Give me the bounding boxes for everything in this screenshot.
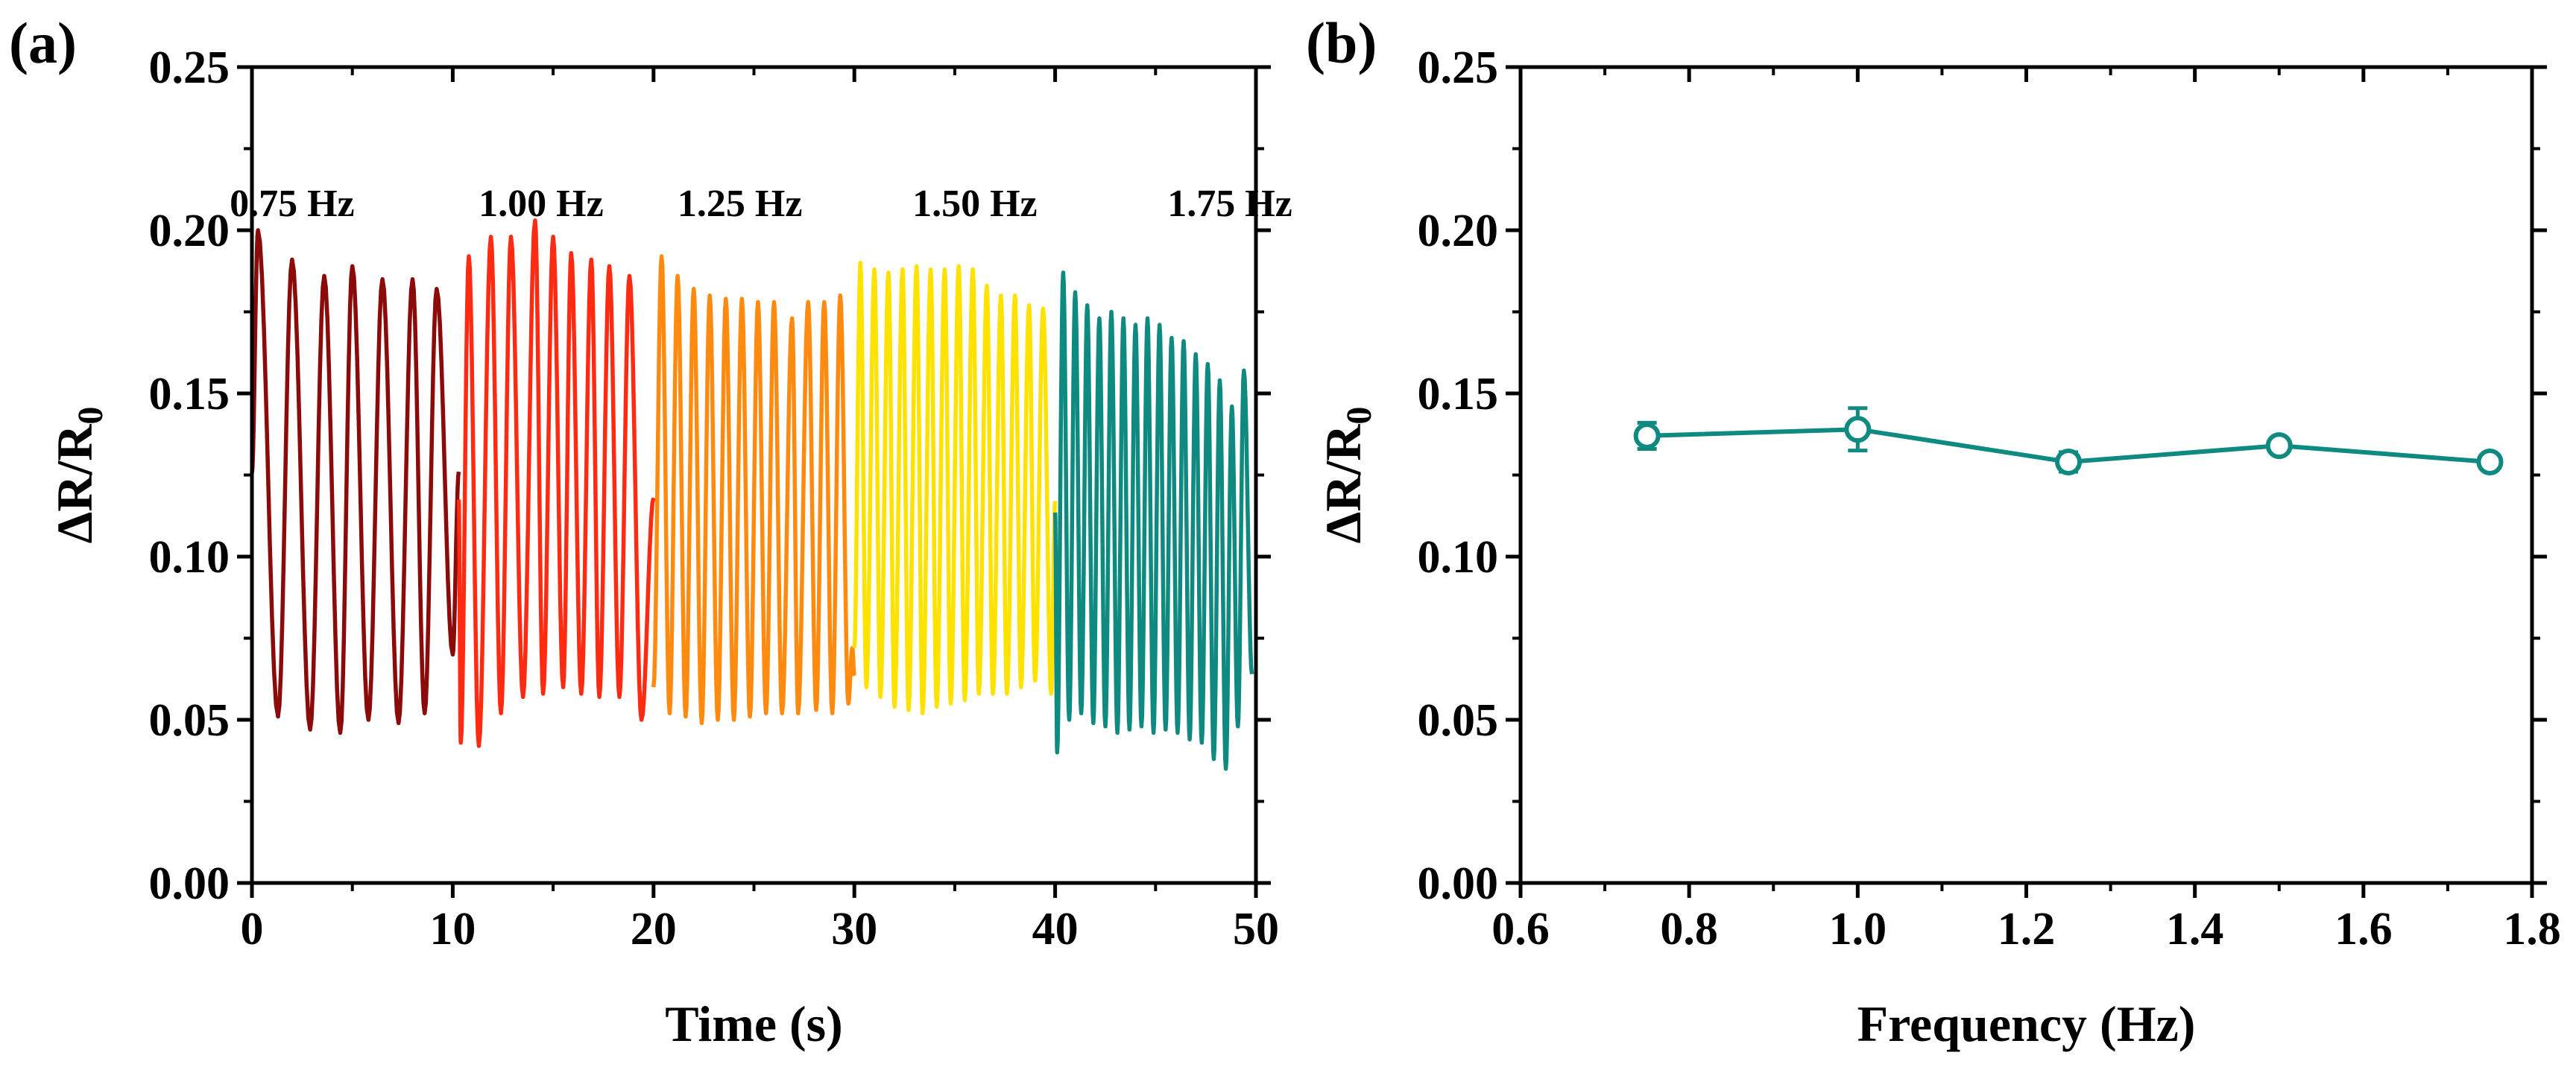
panel-b-y-axis-label: ΔR/R0: [1315, 407, 1379, 544]
panel-a-y-label-main: ΔR/R: [46, 424, 103, 544]
frequency-label-4: 1.50 Hz: [912, 183, 1038, 225]
panel-a-frequency-labels: 0.75 Hz 1.00 Hz 1.25 Hz 1.50 Hz 1.75 Hz: [230, 183, 1292, 225]
y-tick-label: 0.10: [1418, 532, 1499, 583]
x-tick-label: 0.6: [1491, 904, 1550, 955]
series-line-4: [852, 261, 1058, 715]
frequency-label-2: 1.00 Hz: [479, 183, 604, 225]
x-tick-label: 1.4: [2166, 904, 2224, 955]
panel-label-a: (a): [9, 10, 77, 75]
panel-b-y-label-sub: 0: [1339, 407, 1379, 425]
x-tick-label: 30: [831, 904, 877, 955]
y-tick-label: 0.10: [149, 532, 230, 583]
panel-b-y-label-main: ΔR/R: [1315, 424, 1371, 544]
x-tick-label: 20: [631, 904, 677, 955]
panel-a-axis-ticks: 0 10 20 30 40 50 0.00 0.05 0.10 0.15 0.20 0.25: [149, 42, 1280, 955]
x-tick-label: 40: [1032, 904, 1079, 955]
panel-a-y-label-sub: 0: [71, 407, 110, 425]
data-point-marker: [2265, 432, 2293, 460]
panel-a-series-layer: [250, 218, 1254, 771]
data-point-marker: [2476, 448, 2504, 475]
frequency-label-3: 1.25 Hz: [678, 183, 803, 225]
panel-a-time-response: (a) 0.75 Hz 1.00 Hz 1.25 Hz 1.50 Hz 1.75 Hz …: [9, 10, 1292, 1052]
x-tick-label: 1.2: [1998, 904, 2056, 955]
x-tick-label: 1.6: [2334, 904, 2393, 955]
series-line-2: [456, 218, 656, 748]
panel-b-frequency-response: (b) 0.6 0.8 1.0 1.2 1.4 1.6 1.8 0.00 0.05 0.10 0.1…: [1306, 10, 2561, 1052]
data-point-marker: [2055, 448, 2083, 475]
series-line-3: [651, 254, 856, 726]
series-line-5: [1052, 270, 1254, 771]
y-tick-label: 0.00: [1418, 858, 1499, 909]
panel-a-y-axis-label: ΔR/R0: [46, 407, 110, 544]
panel-b-series-layer: [1633, 406, 2504, 475]
data-point-marker: [1633, 422, 1661, 449]
y-tick-label: 0.05: [149, 695, 230, 746]
y-tick-label: 0.25: [1418, 42, 1499, 93]
frequency-label-5: 1.75 Hz: [1167, 183, 1292, 225]
y-tick-label: 0.15: [1418, 369, 1499, 420]
data-point-marker: [1844, 416, 1872, 443]
panel-b-plot-frame: [1518, 65, 2534, 885]
y-tick-label: 0.05: [1418, 695, 1499, 746]
panel-a-x-axis-label: Time (s): [665, 995, 843, 1052]
x-tick-label: 50: [1233, 904, 1279, 955]
frequency-label-1: 0.75 Hz: [230, 183, 355, 225]
series-line-1: [250, 228, 461, 735]
y-tick-label: 0.15: [149, 369, 230, 420]
y-tick-label: 0.20: [149, 206, 230, 256]
panel-b-x-axis-label: Frequency (Hz): [1857, 995, 2196, 1052]
x-tick-label: 0.8: [1660, 904, 1718, 955]
panel-label-b: (b): [1306, 10, 1377, 75]
x-tick-label: 0: [241, 904, 264, 955]
x-tick-label: 1.8: [2503, 904, 2561, 955]
x-tick-label: 1.0: [1829, 904, 1887, 955]
x-tick-label: 10: [429, 904, 476, 955]
panel-b-axis-ticks: 0.6 0.8 1.0 1.2 1.4 1.6 1.8 0.00 0.05 0.10 0.15 0.2…: [1418, 42, 2561, 955]
y-tick-label: 0.20: [1418, 206, 1499, 256]
y-tick-label: 0.25: [149, 42, 230, 93]
y-tick-label: 0.00: [149, 858, 230, 909]
